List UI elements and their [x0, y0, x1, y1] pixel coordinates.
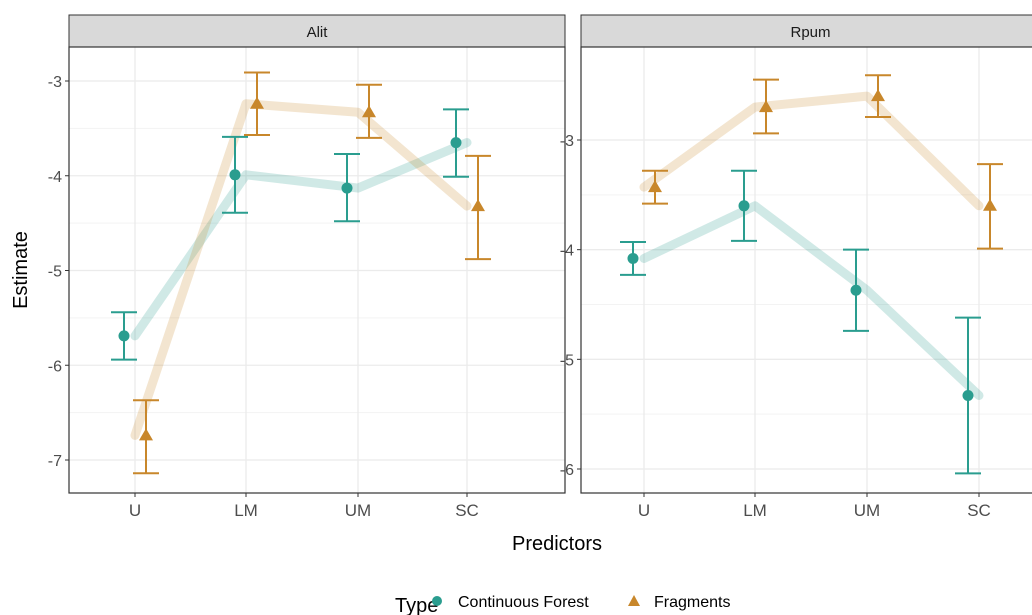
data-point-continuous-forest — [341, 182, 353, 194]
legend-key-fragments — [628, 595, 640, 606]
x-tick-label: SC — [455, 501, 479, 520]
legend-title: Type — [395, 595, 438, 615]
data-point-fragments — [983, 198, 997, 211]
x-tick-label: SC — [967, 501, 991, 520]
x-tick-label: LM — [743, 501, 767, 520]
data-point-continuous-forest — [850, 284, 862, 296]
panel-alit: Alit -3 -4 -5 -6 -7 U LM UM SC — [48, 14, 566, 520]
x-tick-label: U — [638, 501, 650, 520]
y-tick-label: -3 — [560, 133, 574, 150]
y-tick-label: -7 — [48, 453, 62, 470]
data-point-fragments — [871, 89, 885, 102]
data-point-fragments — [362, 105, 376, 118]
data-point-continuous-forest — [450, 137, 462, 149]
data-point-fragments — [139, 428, 153, 441]
data-point-continuous-forest — [118, 330, 130, 342]
x-axis-title: Predictors — [512, 533, 602, 555]
data-point-continuous-forest — [962, 390, 974, 402]
series-line-fragments — [130, 99, 472, 440]
y-tick-label: -5 — [560, 352, 574, 369]
data-point-continuous-forest — [229, 169, 241, 181]
data-point-continuous-forest — [738, 200, 750, 212]
y-tick-label: -5 — [48, 264, 62, 281]
panel-border — [580, 46, 1032, 494]
series-line-fragments — [639, 91, 984, 211]
y-tick-label: -4 — [560, 243, 574, 260]
y-tick-label: -6 — [48, 358, 62, 375]
data-point-continuous-forest — [627, 252, 639, 264]
panel-strip — [68, 14, 566, 48]
y-tick-label: -6 — [560, 462, 574, 479]
data-point-fragments — [759, 100, 773, 113]
panel-rpum: Rpum -3 -4 -5 -6 U LM UM SC — [560, 14, 1032, 520]
data-point-fragments — [471, 199, 485, 212]
x-tick-label: UM — [854, 501, 880, 520]
legend-key-continuous-forest — [432, 596, 442, 606]
x-tick-label: U — [129, 501, 141, 520]
series-line-continuous-forest — [639, 201, 984, 401]
data-point-fragments — [250, 96, 264, 109]
plot-background — [581, 47, 1032, 493]
legend: Type Continuous Forest Fragments — [395, 594, 730, 615]
legend-label-continuous-forest: Continuous Forest — [458, 594, 589, 611]
panel-strip — [580, 14, 1032, 48]
panel-title: Alit — [307, 24, 329, 41]
series-line-continuous-forest — [130, 138, 472, 341]
panel-title: Rpum — [790, 24, 830, 41]
panel-border — [68, 46, 566, 494]
legend-label-fragments: Fragments — [654, 594, 730, 611]
x-tick-label: UM — [345, 501, 371, 520]
y-tick-label: -3 — [48, 74, 62, 91]
x-tick-label: LM — [234, 501, 258, 520]
data-point-fragments — [648, 180, 662, 193]
y-axis-title: Estimate — [10, 231, 32, 309]
y-tick-label: -4 — [48, 169, 62, 186]
